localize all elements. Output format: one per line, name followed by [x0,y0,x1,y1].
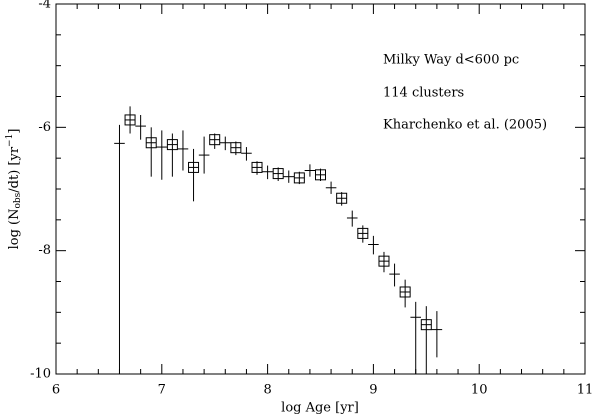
marker-square [315,169,326,181]
x-tick-label: 7 [158,383,166,398]
y-label-sup: −1 [5,134,15,147]
x-axis-label: log Age [yr] [281,401,359,416]
marker-square [188,161,200,173]
marker-square [336,192,348,204]
marker-square [230,142,242,154]
y-label-sub: obs [13,192,23,208]
marker-square [272,168,284,180]
y-tick-label: -6 [38,120,51,135]
x-tick-label: 10 [471,383,488,398]
y-label-part: /dt) [yr [7,146,22,193]
y-tick-label: -10 [30,367,51,382]
marker-square [251,161,263,173]
x-tick-label: 9 [369,383,377,398]
y-label-part: ] [7,129,22,134]
y-axis-label: log (Nobs/dt) [yr−1] [5,129,23,250]
marker-square [166,139,178,151]
annotation: Kharchenko et al. (2005) [383,118,547,133]
marker-square [145,137,157,149]
marker-square [209,134,221,146]
annotation: Milky Way d<600 pc [383,53,519,68]
marker-square [399,286,411,298]
marker-square [420,319,432,331]
annotation: 114 clusters [383,86,464,101]
x-tick-label: 6 [52,383,60,398]
marker-square [357,227,369,239]
x-tick-label: 11 [577,383,593,398]
y-tick-label: -4 [38,0,51,12]
y-tick-label: -8 [38,243,51,258]
marker-square [378,255,390,267]
marker-square [293,172,305,184]
marker-square [124,114,136,126]
y-label-part: log (N [7,209,22,250]
x-tick-label: 8 [263,383,271,398]
